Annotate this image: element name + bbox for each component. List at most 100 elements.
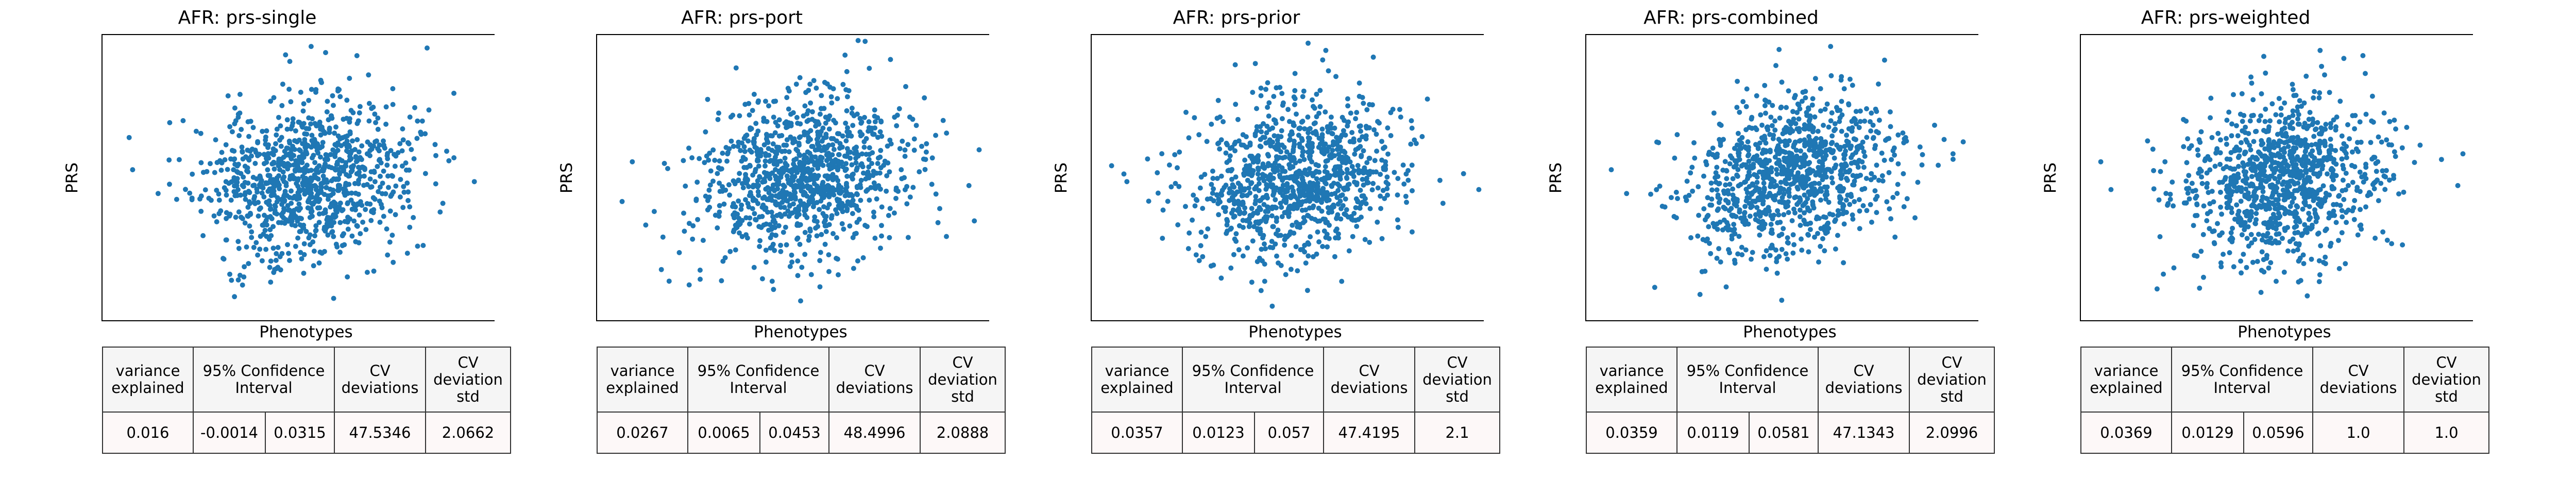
scatter-point xyxy=(232,121,238,126)
scatter-point xyxy=(1233,174,1239,180)
scatter-point xyxy=(1841,86,1847,92)
scatter-point xyxy=(749,149,754,155)
scatter-point xyxy=(731,229,736,235)
scatter-point xyxy=(380,180,385,186)
scatter-point xyxy=(1760,147,1766,153)
scatter-point xyxy=(2328,137,2333,142)
scatter-point xyxy=(1242,186,1248,192)
scatter-point xyxy=(337,220,343,225)
scatter-point xyxy=(2350,208,2355,213)
scatter-point xyxy=(1810,96,1816,102)
scatter-point xyxy=(2231,173,2236,178)
scatter-point xyxy=(660,234,666,240)
scatter-point xyxy=(697,267,703,273)
value-ci-low: 0.0123 xyxy=(1182,412,1255,454)
scatter-point xyxy=(2285,144,2291,150)
scatter-point xyxy=(1364,107,1370,112)
scatter-point xyxy=(278,143,284,149)
scatter-point xyxy=(1839,128,1844,134)
scatter-point xyxy=(1280,100,1286,106)
scatter-point xyxy=(2287,172,2293,178)
scatter-point xyxy=(1200,254,1206,259)
scatter-point xyxy=(727,192,733,198)
scatter-point xyxy=(1832,121,1838,126)
scatter-point xyxy=(420,243,426,248)
scatter-point xyxy=(1269,303,1275,309)
value-ci-high: 0.0315 xyxy=(264,412,335,454)
scatter-point xyxy=(1657,184,1663,189)
scatter-point xyxy=(300,108,306,114)
scatter-point xyxy=(1204,139,1210,144)
scatter-point xyxy=(2326,215,2332,221)
scatter-point xyxy=(354,53,360,58)
scatter-point xyxy=(1316,169,1322,175)
scatter-point xyxy=(2319,63,2325,69)
scatter-point xyxy=(1722,206,1728,211)
scatter-point xyxy=(1853,109,1859,114)
scatter-point xyxy=(2309,222,2315,228)
scatter-point xyxy=(726,182,732,188)
scatter-point xyxy=(2156,197,2162,203)
scatter-point xyxy=(1311,104,1316,109)
scatter-point xyxy=(1837,119,1842,124)
scatter-point xyxy=(1284,189,1290,194)
scatter-point xyxy=(1404,200,1409,205)
scatter-point xyxy=(2330,167,2336,173)
scatter-point xyxy=(357,169,362,175)
scatter-point xyxy=(306,115,312,121)
chart-title: AFR: prs-port xyxy=(681,7,803,28)
scatter-point xyxy=(130,167,135,173)
scatter-point xyxy=(433,153,438,158)
scatter-point xyxy=(397,141,403,146)
x-axis-label: Phenotypes xyxy=(754,323,848,341)
scatter-point xyxy=(862,39,868,44)
scatter-point xyxy=(686,282,692,288)
scatter-point xyxy=(761,116,767,121)
scatter-point xyxy=(1941,137,1947,142)
scatter-point xyxy=(753,121,759,126)
scatter-point xyxy=(327,125,332,131)
scatter-point xyxy=(1809,184,1814,189)
scatter-point xyxy=(1307,205,1312,211)
scatter-point xyxy=(2246,243,2251,249)
scatter-point xyxy=(1193,196,1199,202)
scatter-point xyxy=(855,192,860,198)
scatter-point xyxy=(1291,155,1296,160)
scatter-point xyxy=(769,147,775,153)
scatter-point xyxy=(1215,201,1221,206)
scatter-point xyxy=(924,141,929,146)
scatter-point xyxy=(1828,44,1834,50)
scatter-point xyxy=(1781,226,1786,232)
scatter-point xyxy=(1292,175,1298,181)
scatter-point xyxy=(328,113,334,119)
scatter-point xyxy=(1360,176,1365,182)
scatter-point xyxy=(1325,244,1330,250)
scatter-point xyxy=(2276,192,2282,198)
scatter-point xyxy=(1807,143,1813,149)
scatter-point xyxy=(381,213,386,219)
scatter-point xyxy=(1265,204,1270,210)
scatter-point xyxy=(2242,162,2247,168)
scatter-point xyxy=(1853,174,1859,180)
scatter-point xyxy=(1382,144,1387,150)
scatter-point xyxy=(1331,204,1336,209)
scatter-point xyxy=(2287,239,2293,244)
scatter-point xyxy=(2311,134,2317,139)
scatter-point xyxy=(1287,193,1293,199)
scatter-point xyxy=(1263,246,1268,252)
scatter-point xyxy=(1291,231,1297,236)
scatter-point xyxy=(1724,176,1730,182)
scatter-point xyxy=(769,198,775,203)
scatter-point xyxy=(1308,234,1313,240)
scatter-point xyxy=(866,164,872,170)
scatter-point xyxy=(1798,148,1803,154)
scatter-point xyxy=(1286,137,1292,143)
scatter-point xyxy=(2217,179,2223,185)
scatter-point xyxy=(256,213,261,219)
scatter-point xyxy=(825,205,830,211)
scatter-point xyxy=(285,242,290,248)
scatter-point xyxy=(2336,266,2342,271)
scatter-point xyxy=(2224,141,2229,147)
scatter-point xyxy=(774,162,779,168)
scatter-point xyxy=(850,211,855,217)
